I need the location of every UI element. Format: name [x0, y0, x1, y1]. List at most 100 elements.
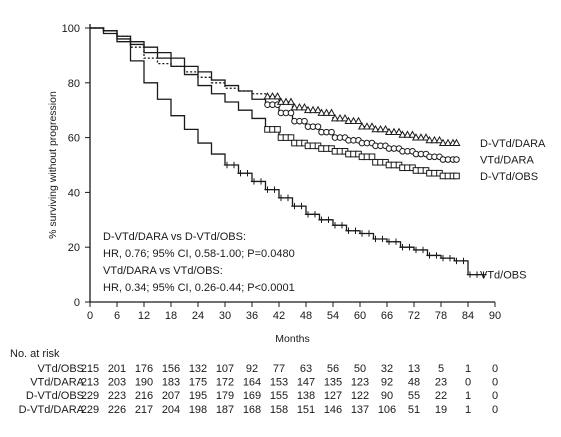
risk-cell: 203 — [108, 377, 126, 389]
risk-cell: 198 — [189, 404, 207, 416]
censor-marker — [425, 135, 434, 144]
censor-marker — [264, 186, 271, 193]
x-tick-label: 48 — [300, 310, 312, 322]
censor-marker — [303, 105, 313, 114]
y-tick-label: 40 — [68, 187, 80, 199]
risk-cell: 77 — [273, 363, 285, 375]
risk-row-label: D-VTd/OBS — [26, 390, 84, 402]
censor-marker — [287, 109, 295, 117]
censor-marker — [304, 211, 312, 218]
x-tick-label: 60 — [354, 310, 366, 322]
series-label-vtd-dara: VTd/DARA — [480, 155, 534, 167]
x-tick-label: 54 — [327, 310, 339, 322]
series-label-d-vtd-dara: D-VTd/DARA — [480, 138, 546, 150]
censor-marker — [263, 92, 272, 100]
risk-cell: 164 — [243, 377, 261, 389]
censor-marker — [426, 252, 433, 259]
risk-cell: 155 — [270, 390, 288, 402]
censor-marker — [452, 138, 461, 146]
censor-marker — [328, 128, 335, 136]
x-tick-label: 30 — [219, 310, 231, 322]
series-vtd-obs — [90, 27, 487, 278]
censor-marker — [268, 92, 277, 100]
series-labels: D-VTd/DARA VTd/DARA D-VTd/OBS VTd/OBS — [480, 138, 546, 282]
censor-marker — [344, 116, 353, 125]
risk-cell: 226 — [108, 404, 126, 416]
censor-marker — [411, 133, 421, 141]
risk-cell: 1 — [465, 404, 471, 416]
risk-cell: 213 — [81, 377, 99, 389]
risk-cell: 195 — [189, 390, 207, 402]
censor-marker — [372, 235, 379, 243]
censor-marker — [318, 216, 325, 223]
risk-cell: 56 — [327, 363, 339, 375]
censor-marker — [412, 246, 420, 254]
risk-cell: 13 — [408, 363, 420, 375]
censor-marker — [460, 257, 467, 265]
series-d-vtd-dara — [90, 27, 461, 146]
censor-marker — [284, 194, 292, 202]
risk-cell: 0 — [465, 377, 471, 389]
censor-marker — [392, 238, 400, 245]
censor-marker — [300, 103, 309, 111]
censor-marker — [438, 138, 448, 146]
risk-cell: 135 — [324, 377, 342, 389]
risk-cell: 158 — [270, 404, 288, 416]
censor-marker — [298, 202, 305, 210]
risk-cell: 229 — [81, 404, 99, 416]
censor-marker — [480, 271, 487, 278]
censor-marker — [244, 170, 251, 177]
censor-marker — [273, 92, 282, 100]
censor-marker — [325, 216, 332, 223]
risk-cell: 190 — [135, 377, 153, 389]
censor-marker — [433, 252, 440, 259]
risk-cell: 1 — [465, 390, 471, 402]
censor-marker — [403, 130, 412, 138]
censor-marker — [317, 108, 326, 116]
risk-cell: 51 — [408, 404, 420, 416]
risk-cell: 201 — [108, 363, 126, 375]
censor-marker — [439, 254, 447, 262]
risk-cell: 107 — [216, 363, 234, 375]
series-d-vtd-obs — [90, 27, 460, 180]
risk-cell: 63 — [300, 363, 312, 375]
censor-marker — [394, 127, 404, 136]
risk-cell: 138 — [297, 390, 315, 402]
censor-marker — [287, 134, 295, 141]
risk-cell: 0 — [492, 390, 498, 402]
censor-marker — [354, 116, 363, 125]
risk-cell: 22 — [435, 390, 447, 402]
y-tick-label: 80 — [68, 78, 80, 90]
censor-marker — [330, 113, 340, 122]
risk-cell: 0 — [492, 363, 498, 375]
censor-marker — [443, 138, 453, 146]
risk-cell: 19 — [435, 404, 447, 416]
x-tick-label: 18 — [165, 310, 177, 322]
censor-marker — [322, 108, 331, 116]
censor-marker — [435, 135, 444, 144]
risk-cell: 123 — [351, 377, 369, 389]
censor-marker — [290, 103, 299, 111]
risk-cell: 146 — [324, 404, 342, 416]
x-axis-title: Months — [275, 333, 309, 345]
censor-marker — [398, 130, 407, 138]
risk-cell: 168 — [243, 404, 261, 416]
risk-cell: 122 — [351, 390, 369, 402]
censor-marker — [291, 202, 298, 210]
x-tick-label: 42 — [273, 310, 285, 322]
survival-curves — [90, 27, 487, 278]
censor-marker — [367, 122, 377, 130]
censor-marker — [327, 108, 336, 116]
censor-marker — [335, 113, 345, 122]
risk-cell: 187 — [216, 404, 234, 416]
risk-cell: 0 — [492, 404, 498, 416]
censor-marker — [331, 222, 339, 229]
censor-marker — [430, 135, 439, 144]
annotation-line: VTd/DARA vs VTd/OBS: — [103, 265, 223, 277]
x-tick-label: 0 — [87, 310, 93, 322]
censor-marker — [286, 97, 296, 105]
risk-cell: 50 — [354, 363, 366, 375]
